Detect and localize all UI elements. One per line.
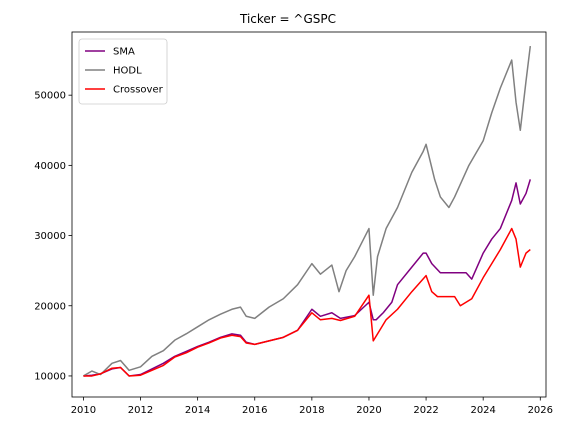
x-tick-label: 2014 xyxy=(185,405,210,416)
x-tick-label: 2012 xyxy=(128,405,153,416)
x-tick-label: 2018 xyxy=(299,405,324,416)
series-line-hodl xyxy=(83,45,532,377)
legend-label: Crossover xyxy=(113,85,164,96)
x-axis: 2010 2012 2014 2016 2018 2020 2022 2024 2026 xyxy=(71,397,553,416)
plot-frame xyxy=(71,31,547,398)
legend-label: HODL xyxy=(113,66,142,77)
y-axis: 10000 20000 30000 40000 50000 xyxy=(34,91,72,382)
y-tick-label: 10000 xyxy=(34,371,66,382)
legend-label: SMA xyxy=(113,47,135,58)
x-tick-label: 2020 xyxy=(356,405,381,416)
x-tick-label: 2026 xyxy=(528,405,553,416)
y-tick-label: 50000 xyxy=(34,91,66,102)
y-tick-label: 40000 xyxy=(34,161,66,172)
y-tick-label: 30000 xyxy=(34,231,66,242)
x-tick-label: 2022 xyxy=(413,405,438,416)
legend: SMA HODL Crossover xyxy=(78,38,168,105)
y-tick-label: 20000 xyxy=(34,301,66,312)
series-line-crossover xyxy=(83,227,531,377)
series-line-sma xyxy=(83,179,532,377)
x-tick-label: 2024 xyxy=(470,405,495,416)
plot-area xyxy=(71,31,547,398)
series-layer xyxy=(83,45,532,377)
x-tick-label: 2016 xyxy=(242,405,267,416)
x-tick-label: 2010 xyxy=(71,405,96,416)
legend-box xyxy=(78,38,168,105)
chart-title: Ticker = ^GSPC xyxy=(239,12,336,26)
